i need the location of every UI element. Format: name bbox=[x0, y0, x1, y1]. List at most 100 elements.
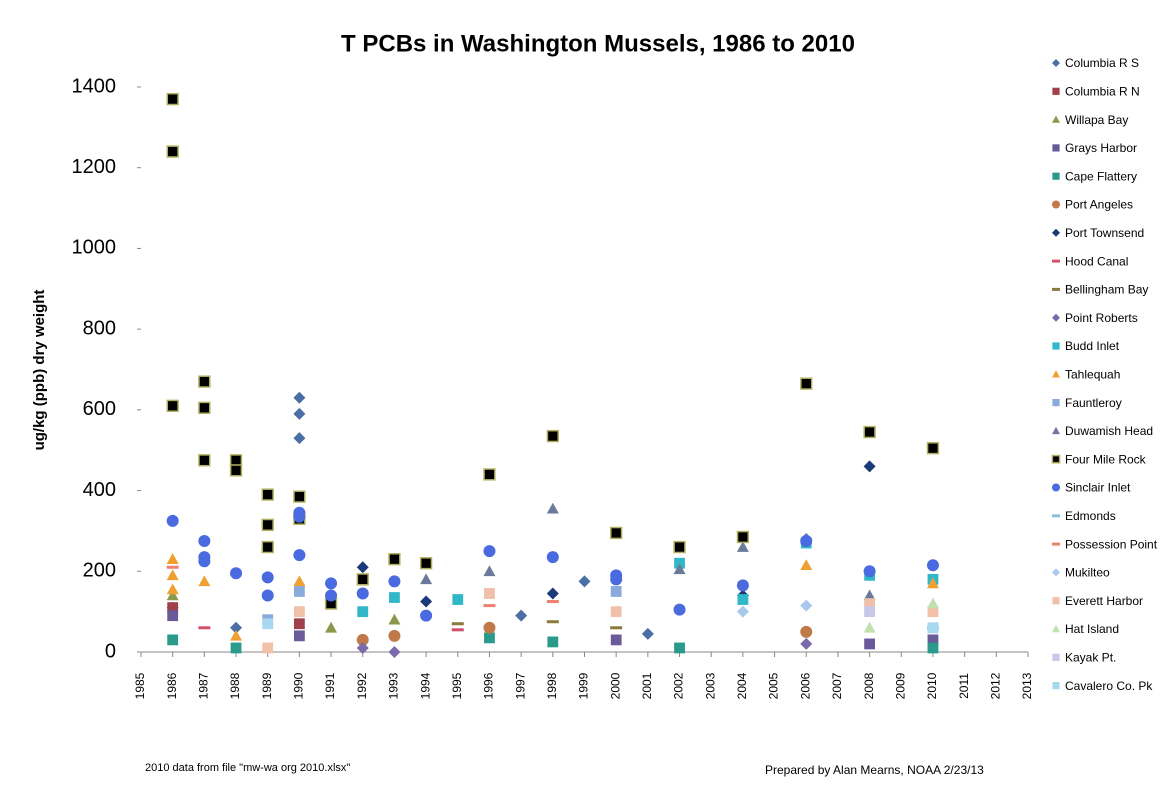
point bbox=[198, 535, 211, 548]
legend-marker bbox=[1052, 115, 1060, 123]
legend-label: Duwamish Head bbox=[1065, 424, 1153, 438]
point bbox=[293, 549, 306, 562]
point bbox=[864, 638, 876, 650]
point bbox=[166, 553, 179, 564]
point bbox=[262, 642, 274, 654]
point bbox=[864, 606, 876, 618]
x-tick-label: 2002 bbox=[672, 672, 686, 699]
x-tick-label: 2005 bbox=[767, 672, 781, 699]
point bbox=[293, 586, 305, 597]
footnote: 2010 data from file "mw-wa org 2010.xlsx… bbox=[145, 762, 350, 774]
point bbox=[388, 613, 401, 625]
legend-marker bbox=[1052, 370, 1060, 378]
point bbox=[484, 632, 495, 644]
y-tick-label: 400 bbox=[83, 479, 116, 501]
point bbox=[356, 641, 369, 654]
point bbox=[166, 145, 179, 158]
point bbox=[736, 605, 749, 618]
legend-marker bbox=[1052, 399, 1060, 407]
point bbox=[546, 429, 559, 443]
point bbox=[546, 551, 559, 564]
y-tick-label: 1000 bbox=[72, 237, 117, 259]
point bbox=[325, 621, 338, 633]
x-tick-label: 2001 bbox=[640, 672, 654, 699]
legend-label: Point Roberts bbox=[1065, 311, 1138, 325]
x-tick-label: 1997 bbox=[513, 672, 527, 699]
y-tick-label: 600 bbox=[83, 398, 116, 420]
point bbox=[388, 629, 401, 642]
point bbox=[610, 626, 623, 630]
point bbox=[673, 603, 686, 616]
point bbox=[926, 577, 939, 589]
point bbox=[926, 597, 939, 609]
y-axis-label: ug/kg (ppb) dry weight bbox=[31, 290, 48, 451]
x-tick-label: 1989 bbox=[260, 672, 274, 699]
legend-marker bbox=[1052, 228, 1060, 237]
point bbox=[674, 642, 685, 654]
legend-label: Budd Inlet bbox=[1065, 339, 1120, 353]
x-tick-label: 1987 bbox=[197, 672, 211, 699]
point bbox=[262, 618, 274, 630]
legend-marker bbox=[1052, 483, 1060, 492]
point bbox=[198, 401, 211, 414]
legend-marker bbox=[1052, 259, 1060, 263]
point bbox=[800, 625, 813, 638]
point bbox=[356, 633, 369, 646]
x-tick-label: 2004 bbox=[735, 672, 749, 699]
point bbox=[864, 598, 876, 609]
legend-label: Sinclair Inlet bbox=[1065, 481, 1131, 495]
point bbox=[388, 575, 401, 588]
point bbox=[927, 634, 939, 646]
legend-marker bbox=[1052, 542, 1060, 546]
point bbox=[451, 628, 464, 632]
point bbox=[293, 391, 306, 404]
y-tick-label: 0 bbox=[105, 640, 116, 662]
point bbox=[863, 460, 876, 473]
point bbox=[198, 454, 211, 467]
point bbox=[483, 604, 496, 608]
point bbox=[166, 589, 179, 601]
point bbox=[261, 589, 274, 602]
point bbox=[166, 583, 179, 595]
point bbox=[546, 502, 559, 514]
point bbox=[198, 555, 211, 568]
point bbox=[293, 618, 305, 630]
point bbox=[800, 637, 813, 650]
y-tick-label: 1400 bbox=[72, 75, 117, 97]
legend-label: Mukilteo bbox=[1065, 566, 1110, 580]
point bbox=[863, 565, 876, 578]
point bbox=[293, 606, 305, 618]
point bbox=[166, 399, 179, 412]
x-tick-label: 2007 bbox=[830, 672, 844, 699]
point bbox=[166, 565, 179, 569]
x-tick-label: 2011 bbox=[957, 673, 971, 699]
legend-marker bbox=[1052, 568, 1060, 577]
point bbox=[261, 540, 274, 554]
legend-label: Columbia R S bbox=[1065, 56, 1139, 70]
point bbox=[230, 567, 243, 580]
legend-marker bbox=[1052, 514, 1060, 518]
point bbox=[420, 573, 433, 585]
point bbox=[483, 545, 496, 558]
legend-marker bbox=[1052, 172, 1060, 180]
point bbox=[546, 587, 559, 600]
x-tick-label: 1998 bbox=[545, 672, 559, 699]
point bbox=[388, 646, 401, 658]
point bbox=[800, 535, 813, 548]
point bbox=[610, 573, 623, 586]
point bbox=[198, 626, 211, 630]
point bbox=[230, 621, 243, 634]
credit: Prepared by Alan Mearns, NOAA 2/23/13 bbox=[765, 763, 984, 777]
point bbox=[356, 561, 369, 574]
point bbox=[325, 577, 338, 590]
point bbox=[389, 592, 400, 603]
point bbox=[863, 589, 876, 601]
legend-label: Willapa Bay bbox=[1065, 113, 1128, 127]
x-tick-label: 1996 bbox=[482, 672, 496, 699]
point bbox=[451, 622, 464, 626]
x-tick-label: 2000 bbox=[608, 672, 622, 699]
point bbox=[261, 518, 274, 532]
point bbox=[198, 375, 211, 388]
point bbox=[483, 468, 496, 481]
